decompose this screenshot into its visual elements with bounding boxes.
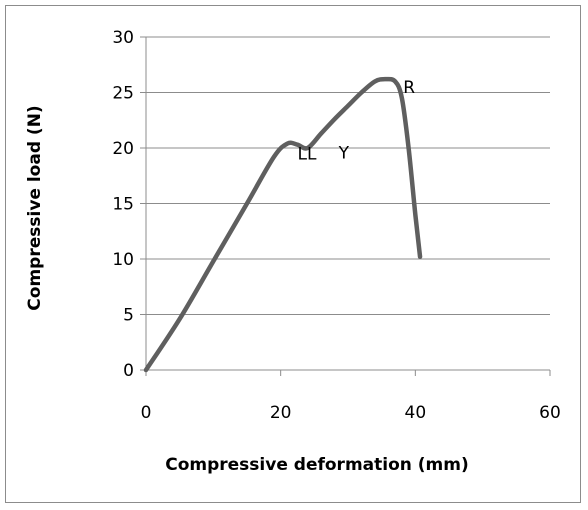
x-tick-label: 60 <box>539 403 561 423</box>
y-tick-label: 15 <box>112 195 134 215</box>
x-tick-label: 20 <box>270 403 292 423</box>
y-tick-label: 30 <box>112 28 134 48</box>
y-tick-label: 0 <box>123 361 134 381</box>
annotation-label: R <box>403 78 415 98</box>
annotation-label: LL <box>298 145 317 165</box>
x-tick-label: 40 <box>405 403 427 423</box>
chart-frame: 0 5 10 15 20 25 30 0 20 40 60 LL Y R Compressive def… <box>5 5 581 503</box>
axes <box>140 36 551 376</box>
series-layer <box>143 76 423 373</box>
line-chart: 0 5 10 15 20 25 30 0 20 40 60 LL Y R Compressive def… <box>25 28 561 475</box>
tick-labels: 0 5 10 15 20 25 30 0 20 40 60 <box>112 28 560 423</box>
x-tick-label: 0 <box>141 403 152 423</box>
y-tick-label: 20 <box>112 139 134 159</box>
y-tick-label: 10 <box>112 250 134 270</box>
y-axis-title: Compressive load (N) <box>25 105 45 310</box>
annotation-label: Y <box>338 143 350 163</box>
x-axis-title: Compressive deformation (mm) <box>165 455 469 475</box>
annotations: LL Y R <box>298 78 416 165</box>
y-tick-label: 5 <box>123 306 134 326</box>
series-line-0 <box>143 76 423 373</box>
y-tick-label: 25 <box>112 84 134 104</box>
